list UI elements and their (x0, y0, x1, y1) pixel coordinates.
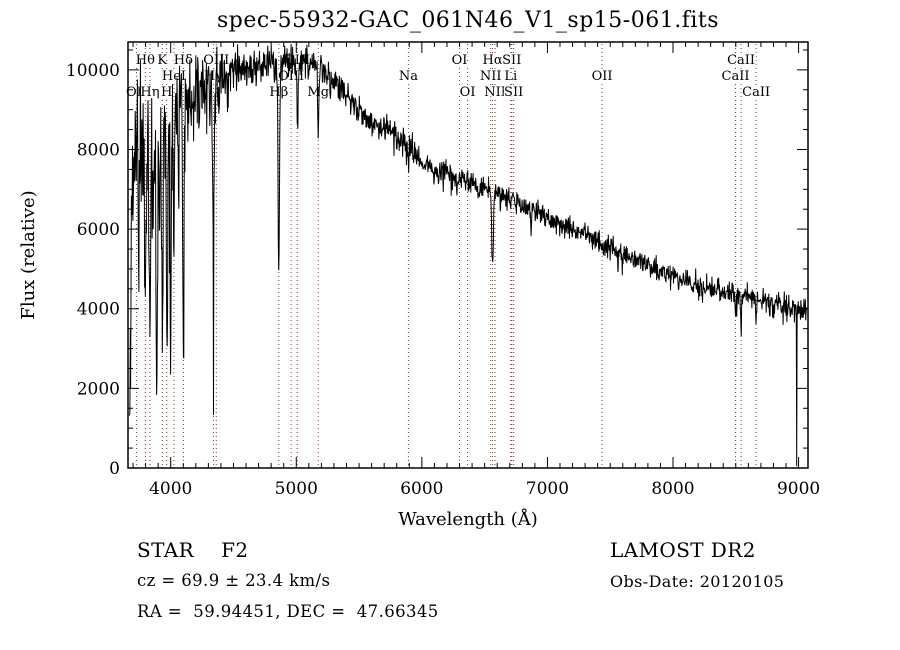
line-marker-label: NII (480, 69, 502, 84)
line-markers (135, 44, 757, 466)
x-tick-label: 5000 (275, 479, 318, 499)
plot-box (127, 41, 809, 469)
classification-text: STAR F2 (137, 538, 249, 562)
line-marker-label: H (161, 85, 172, 100)
y-tick-labels: 0 2000 4000 6000 8000 10000 (66, 61, 120, 479)
x-tick-labels: 4000 5000 6000 7000 8000 9000 (149, 479, 820, 499)
spectrum-curve (129, 44, 808, 467)
line-marker-label: SII (502, 53, 521, 68)
plot-frame (127, 41, 809, 469)
y-axis-title: Flux (relative) (18, 190, 39, 319)
line-marker-label: Hη (140, 85, 159, 100)
y-tick-label: 10000 (66, 61, 120, 81)
x-tick-label: 6000 (400, 479, 443, 499)
y-tick-label: 8000 (77, 140, 120, 160)
axis-titles: Wavelength (Å) Flux (relative) (18, 190, 538, 530)
line-marker-label: CaII (727, 53, 755, 68)
line-marker-label: CaII (742, 85, 770, 100)
y-tick-label: 2000 (77, 379, 120, 399)
line-marker-label: Li (504, 69, 517, 84)
axis-ticks (128, 42, 808, 469)
line-marker-label: OI (452, 53, 468, 68)
line-marker-label: OI (460, 85, 476, 100)
ra-dec-text: RA = 59.94451, DEC = 47.66345 (137, 602, 439, 621)
line-marker-label: Na (399, 69, 418, 84)
spectrum-series (129, 44, 808, 467)
x-axis-title: Wavelength (Å) (398, 508, 538, 530)
x-tick-label: 4000 (149, 479, 192, 499)
obs-date-text: Obs-Date: 20120105 (610, 572, 785, 591)
line-marker-label: HeI (162, 69, 186, 84)
line-marker-label: SII (504, 85, 523, 100)
x-tick-label: 8000 (651, 479, 694, 499)
line-marker-label: Mg (307, 85, 329, 100)
line-marker-label: Hβ (269, 85, 288, 100)
line-marker-label: Hθ (136, 53, 155, 68)
x-tick-label: 9000 (777, 479, 820, 499)
line-marker-label: OII (592, 69, 613, 84)
line-marker-label: Hα (482, 53, 502, 68)
radial-velocity-text: cz = 69.9 ± 23.4 km/s (137, 571, 331, 590)
line-marker-label: NII (484, 85, 506, 100)
line-marker-label: Hδ (174, 53, 193, 68)
x-tick-label: 7000 (526, 479, 569, 499)
y-tick-label: 4000 (77, 300, 120, 320)
line-marker-label: CaII (722, 69, 750, 84)
y-tick-label: 6000 (77, 220, 120, 240)
survey-release-text: LAMOST DR2 (610, 538, 756, 562)
line-marker-label: OII (126, 85, 147, 100)
y-tick-label: 0 (109, 459, 120, 479)
line-marker-label: K (157, 53, 167, 68)
plot-title: spec-55932-GAC_061N46_V1_sp15-061.fits (216, 8, 720, 33)
